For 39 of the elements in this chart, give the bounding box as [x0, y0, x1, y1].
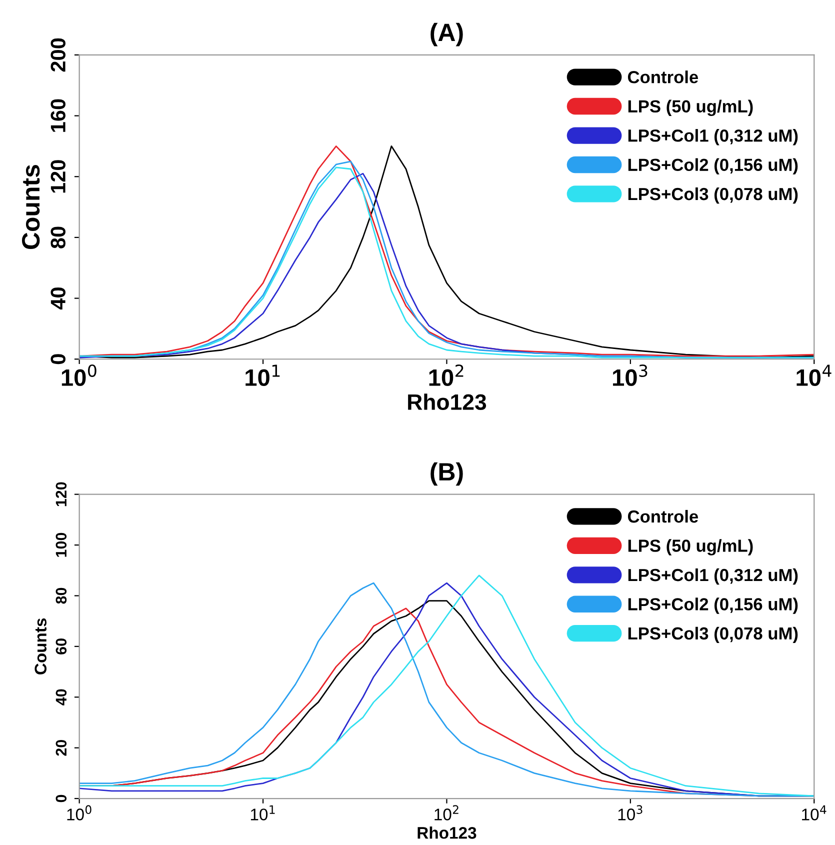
x-tick-label: 10$^{3}$	[613, 364, 648, 386]
legend-label: LPS+Col1 (0,312 uM)	[628, 568, 798, 585]
legend-label: LPS+Col1 (0,312 uM)	[628, 129, 798, 146]
y-tick-label: 100	[56, 532, 67, 557]
y-tick-label: 60	[56, 638, 67, 654]
y-axis-title: Counts	[22, 165, 40, 250]
chart-title: (A)	[430, 22, 463, 46]
legend-label: LPS+Col3 (0,078 uM)	[628, 626, 798, 644]
y-tick-label: 40	[56, 689, 67, 706]
y-tick-label: 160	[50, 99, 66, 132]
x-tick-label: 10$^{1}$	[246, 364, 280, 386]
y-tick-label: 20	[56, 740, 67, 756]
x-tick-label: 10$^{0}$	[62, 364, 96, 386]
legend-label: LPS+Col2 (0,156 uM)	[628, 598, 798, 614]
x-tick-label: 10$^{0}$	[67, 805, 92, 820]
x-tick-label: 10$^{2}$	[434, 805, 458, 820]
legend-label: Controle	[628, 510, 698, 523]
y-tick-label: 120	[56, 482, 67, 506]
y-tick-label: 0	[50, 354, 66, 364]
chart-title: (B)	[430, 462, 463, 486]
legend-label: LPS+Col3 (0,078 uM)	[628, 187, 798, 204]
y-tick-label: 80	[50, 226, 66, 248]
x-axis-title: Rho123	[408, 394, 486, 410]
x-tick-label: 10$^{4}$	[796, 364, 832, 386]
legend-label: Controle	[628, 70, 698, 84]
y-tick-label: 120	[50, 160, 66, 193]
x-tick-label: 10$^{1}$	[250, 805, 275, 820]
x-tick-label: 10$^{2}$	[429, 364, 464, 386]
legend-label: LPS+Col2 (0,156 uM)	[628, 158, 798, 174]
legend-label: LPS (50 ug/mL)	[628, 539, 753, 556]
y-tick-label: 200	[50, 38, 66, 72]
y-tick-label: 80	[56, 588, 67, 604]
legend-label: LPS (50 ug/mL)	[628, 100, 753, 116]
x-tick-label: 10$^{3}$	[618, 805, 642, 820]
y-tick-label: 0	[56, 794, 67, 802]
y-tick-label: 40	[50, 288, 66, 310]
x-tick-label: 10$^{4}$	[802, 805, 826, 820]
y-axis-title: Counts	[34, 618, 47, 674]
x-axis-title: Rho123	[418, 826, 476, 839]
